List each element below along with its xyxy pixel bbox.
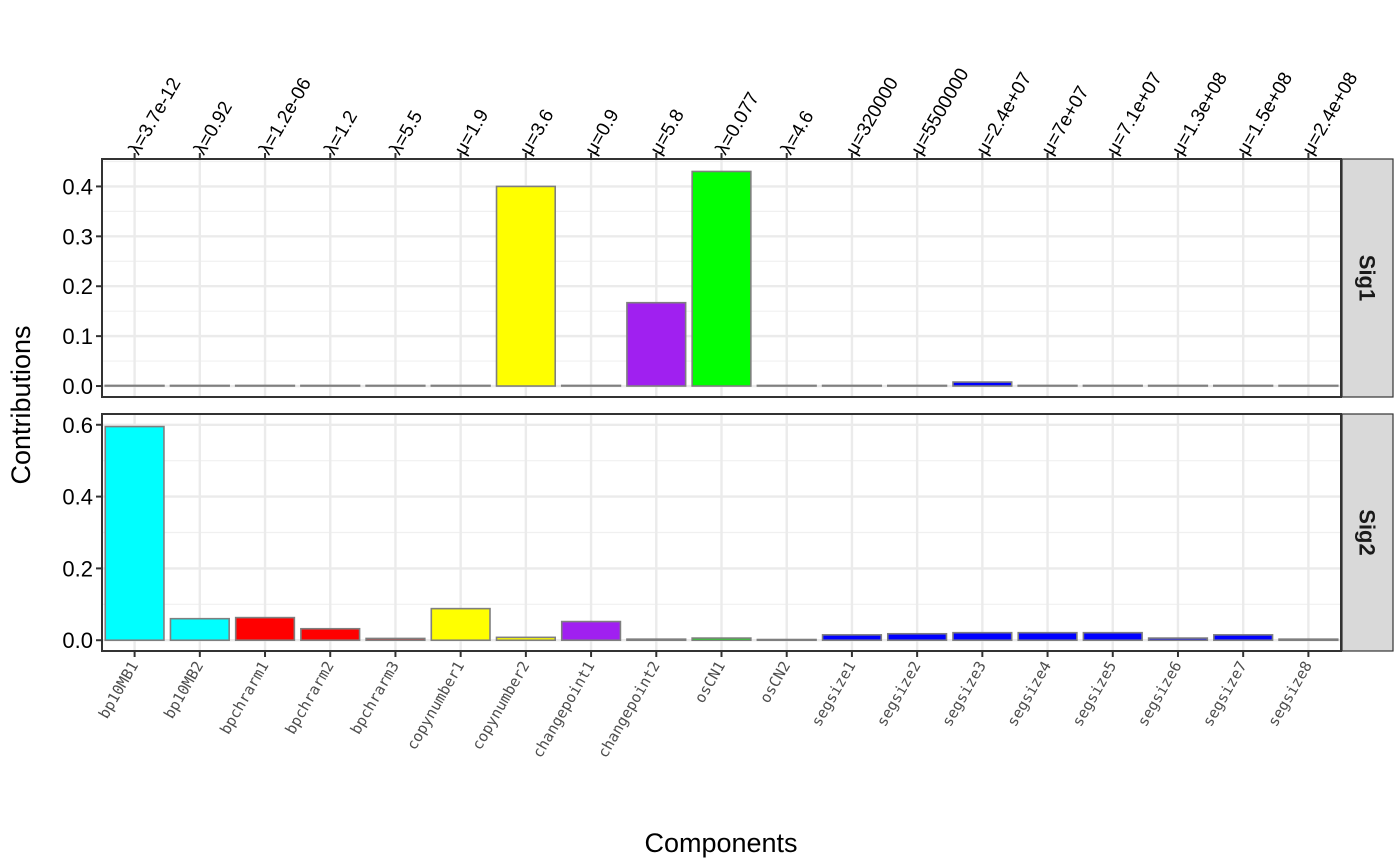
x-tick-label-copynumber2: copynumber2 — [468, 658, 533, 753]
bar-sig1-osCN1 — [691, 170, 752, 387]
bar-sig1-bp10MB2 — [169, 384, 230, 387]
bar-sig2-bp10MB2 — [169, 617, 230, 642]
top-parameter-label: μ=7.1e+07 — [1103, 69, 1167, 159]
facet-strip — [1341, 158, 1394, 398]
facet-strip-label: Sig2 — [1355, 509, 1380, 555]
x-tick-label-bp10MB2: bp10MB2 — [160, 658, 207, 722]
y-tick-label: 0.0 — [62, 628, 93, 653]
x-tick-label-segsize6: segsize6 — [1134, 658, 1186, 730]
x-tick-label-copynumber1: copynumber1 — [403, 658, 468, 753]
bar-sig1-segsize4 — [1017, 384, 1078, 387]
chart-panels: 0.0 0.1 0.2 0.3 0.4 Sig1 0.0 0.2 0.4 0.6 Sig2 — [62, 158, 1394, 653]
x-tick-label-bpchrarm2: bpchrarm2 — [281, 658, 337, 737]
bar-sig2-bpchrarm2 — [300, 627, 361, 642]
top-parameter-label: μ=1.3e+08 — [1168, 69, 1232, 159]
bar-sig2-segsize5 — [1082, 631, 1143, 642]
x-tick-label-segsize7: segsize7 — [1199, 658, 1251, 730]
bar-sig2-segsize8 — [1278, 638, 1339, 642]
top-parameter-label: μ=7e+07 — [1038, 83, 1094, 159]
x-axis-title: Components — [644, 828, 797, 858]
top-parameter-label: λ=1.2 — [320, 107, 362, 158]
y-tick-label: 0.2 — [62, 556, 93, 581]
bar-sig1-segsize6 — [1147, 384, 1209, 387]
bar-sig1-copynumber2 — [495, 185, 557, 387]
y-tick-label: 0.0 — [62, 374, 93, 399]
y-axis-title: Contributions — [6, 325, 36, 484]
x-tick-label-segsize8: segsize8 — [1264, 658, 1316, 730]
bar-sig1-segsize1 — [821, 384, 883, 387]
bar-sig2-segsize7 — [1213, 634, 1274, 642]
top-parameter-label: μ=1.5e+08 — [1233, 69, 1297, 159]
bar-sig2-segsize4 — [1017, 631, 1078, 642]
top-parameter-label: λ=0.077 — [712, 89, 764, 159]
bar-sig1-bpchrarm1 — [234, 384, 296, 387]
bar-sig1-copynumber1 — [430, 384, 491, 387]
bar-sig2-bpchrarm3 — [365, 637, 426, 642]
top-parameter-label: μ=2.4e+08 — [1299, 69, 1363, 159]
bar-sig1-bpchrarm3 — [365, 384, 426, 387]
top-parameter-label: μ=2.4e+07 — [972, 69, 1036, 159]
x-tick-label-changepoint2: changepoint2 — [594, 658, 664, 761]
bar-sig1-segsize5 — [1082, 384, 1143, 387]
y-tick-label: 0.1 — [62, 324, 93, 349]
x-tick-label-osCN2: osCN2 — [756, 658, 794, 706]
top-parameter-label: λ=0.92 — [190, 98, 237, 158]
bar-sig2-segsize3 — [952, 631, 1013, 642]
bar-sig1-changepoint2 — [626, 301, 687, 387]
x-tick-label-bpchrarm3: bpchrarm3 — [347, 658, 403, 737]
bar-sig2-segsize2 — [886, 632, 948, 642]
bar-sig2-changepoint2 — [626, 638, 687, 642]
bar-sig2-segsize1 — [821, 634, 883, 642]
top-parameter-label: μ=1.9 — [451, 106, 493, 158]
top-parameter-label: λ=5.5 — [386, 107, 428, 158]
bar-sig2-bp10MB1 — [104, 425, 165, 642]
x-tick-label-osCN1: osCN1 — [691, 658, 729, 706]
panel-sig1: 0.0 0.1 0.2 0.3 0.4 Sig1 — [62, 158, 1394, 399]
x-tick-label-bp10MB1: bp10MB1 — [95, 658, 142, 722]
y-tick-label: 0.6 — [62, 413, 93, 438]
bar-sig2-bpchrarm1 — [234, 616, 296, 642]
bar-sig2-changepoint1 — [560, 620, 622, 642]
bar-sig1-bpchrarm2 — [300, 384, 361, 387]
y-tick-label: 0.4 — [62, 174, 93, 199]
y-tick-label: 0.3 — [62, 224, 93, 249]
x-tick-label-changepoint1: changepoint1 — [529, 658, 599, 761]
bar-sig1-bp10MB1 — [104, 384, 165, 387]
bar-sig1-segsize8 — [1278, 384, 1339, 387]
top-parameter-label: λ=4.6 — [777, 107, 819, 158]
top-parameter-labels: λ=3.7e-12 λ=0.92 λ=1.2e-06 λ=1.2 λ=5.5 μ=1.9 μ… — [125, 65, 1363, 159]
y-tick-label: 0.2 — [62, 274, 93, 299]
x-tick-label-segsize2: segsize2 — [873, 658, 925, 730]
top-parameter-label: μ=5500000 — [907, 65, 973, 159]
top-parameter-label: λ=3.7e-12 — [125, 74, 186, 158]
bar-sig2-osCN2 — [756, 638, 817, 642]
x-tick-label-segsize1: segsize1 — [808, 658, 860, 730]
bar-sig2-osCN1 — [691, 637, 752, 642]
bar-sig2-copynumber2 — [495, 636, 557, 642]
x-tick-label-segsize4: segsize4 — [1003, 658, 1055, 730]
x-tick-label-segsize3: segsize3 — [938, 658, 990, 730]
bar-sig2-segsize6 — [1147, 637, 1209, 642]
bar-sig1-segsize7 — [1213, 384, 1274, 387]
facet-strip-label: Sig1 — [1355, 255, 1380, 301]
bar-sig1-changepoint1 — [560, 384, 622, 387]
bar-sig1-segsize3 — [952, 381, 1013, 387]
top-parameter-label: μ=320000 — [842, 74, 903, 159]
top-parameter-label: μ=0.9 — [581, 106, 623, 158]
bar-sig1-segsize2 — [886, 384, 948, 387]
bar-sig1-osCN2 — [756, 384, 817, 387]
y-tick-label: 0.4 — [62, 485, 93, 510]
x-tick-label-segsize5: segsize5 — [1069, 658, 1121, 730]
top-parameter-label: μ=3.6 — [516, 106, 558, 158]
top-parameter-label: μ=5.8 — [646, 106, 688, 158]
facet-strip — [1341, 413, 1394, 652]
x-tick-labels: bp10MB1 bp10MB2 bpchrarm1 bpchrarm2 bpchrarm… — [95, 651, 1316, 761]
panel-sig2: 0.0 0.2 0.4 0.6 Sig2 — [62, 413, 1394, 653]
x-tick-label-bpchrarm1: bpchrarm1 — [216, 658, 272, 737]
bar-sig2-copynumber1 — [430, 607, 491, 642]
top-parameter-label: λ=1.2e-06 — [255, 74, 316, 158]
